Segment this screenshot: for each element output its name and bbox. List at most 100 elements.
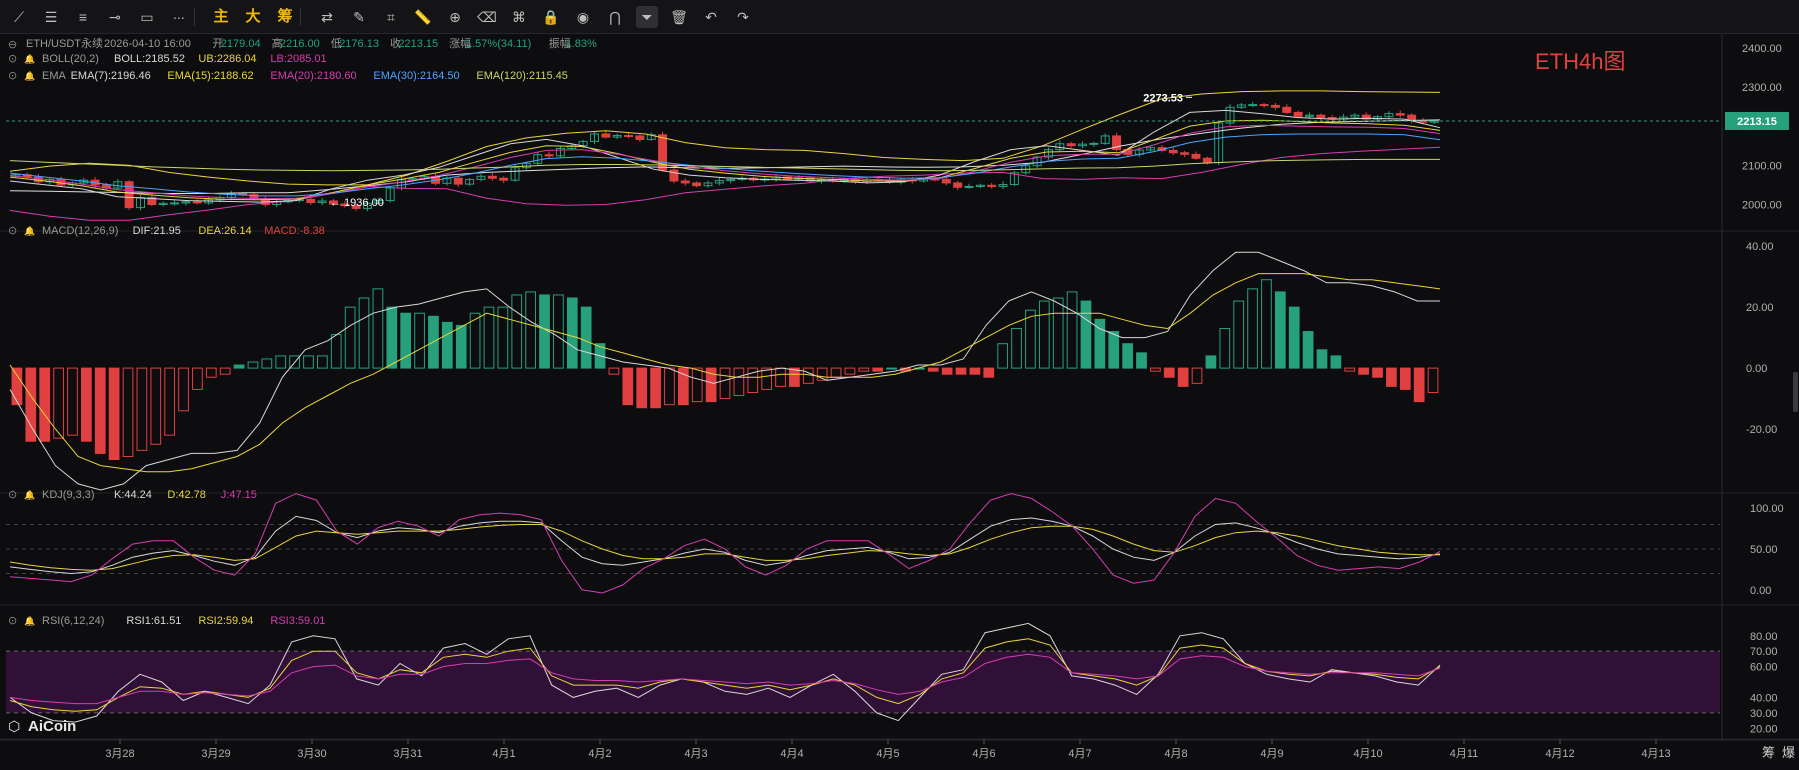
candle-body: [941, 178, 951, 184]
kdj-pane[interactable]: 0.00 50.00 100.00: [6, 493, 1784, 597]
macd-pane[interactable]: -20.00 0.00 20.00 40.00: [9, 241, 1777, 491]
indicator-settings-icon[interactable]: ⊙: [8, 615, 17, 627]
high-value: 2216.00: [280, 38, 320, 50]
candle-body: [1112, 135, 1122, 151]
ray-tool-icon[interactable]: ⊸: [109, 9, 121, 25]
undo-icon[interactable]: ↶: [705, 9, 717, 25]
kdj-label: KDJ(9,3,3): [42, 489, 95, 501]
candle-body: [521, 162, 531, 169]
side-scroll-handle[interactable]: [1793, 372, 1798, 412]
candle-body: [1168, 149, 1178, 154]
time-tick-label: 4月8: [1164, 748, 1187, 760]
footer-button-1[interactable]: 爆: [1782, 745, 1795, 760]
macd-histogram-bar: [483, 306, 495, 369]
macd-histogram-bar: [997, 343, 1009, 369]
candle-body: [1043, 149, 1053, 158]
rsi-pane[interactable]: 20.00 30.00 40.00 60.00 70.00 80.00: [6, 622, 1778, 735]
candlestick-pane[interactable]: 2000.002100.002200.002300.002400.002213.…: [6, 43, 1789, 221]
indicator-settings-icon[interactable]: ⊙: [8, 489, 17, 501]
toolbar-separator: [300, 8, 301, 26]
macd-histogram-bar: [747, 367, 759, 393]
macd-histogram-bar: [886, 367, 897, 370]
rsi-tick-label: 40.00: [1750, 692, 1778, 704]
candle-body: [1384, 113, 1394, 118]
candle-body: [510, 167, 520, 181]
filter-icon[interactable]: ⏷: [636, 6, 658, 28]
indicator-settings-icon[interactable]: ⊙: [8, 53, 17, 65]
alert-bell-icon[interactable]: 🔔: [24, 54, 35, 64]
candle-body: [624, 135, 634, 138]
footer-button-0[interactable]: 筹: [1762, 745, 1775, 760]
indicator-settings-icon[interactable]: ⊙: [8, 225, 17, 237]
ruler-icon[interactable]: 📏: [414, 9, 432, 25]
macd-histogram-bar: [1136, 352, 1147, 369]
macd-histogram-bar: [1261, 279, 1272, 369]
line-tool-icon[interactable]: ⟋: [14, 9, 24, 25]
macd-histogram-bar: [1288, 306, 1300, 369]
d-value: D:42.78: [167, 489, 206, 501]
macd-histogram-bar: [608, 367, 620, 375]
indicator-button-0[interactable]: 主: [213, 8, 229, 25]
redo-icon[interactable]: ↷: [737, 9, 749, 25]
eye-icon[interactable]: ◉: [576, 9, 590, 25]
open-value: 2179.04: [221, 38, 261, 50]
time-tick-label: 3月28: [105, 748, 134, 760]
horizontal-lines-icon[interactable]: ☰: [44, 9, 58, 25]
macd-histogram-bar: [1344, 367, 1356, 372]
macd-histogram-bar: [150, 367, 162, 445]
time-axis[interactable]: 3月28 3月29 3月30 3月31 4月1 4月2 4月3 4月4 4月5 4月6 4月7 4月8…: [0, 739, 1799, 760]
boll-lb-value: LB:2085.01: [270, 53, 326, 65]
indicator-button-2[interactable]: 筹: [277, 8, 293, 25]
macd-histogram-bar: [580, 306, 592, 369]
alert-bell-icon[interactable]: 🔔: [24, 71, 35, 81]
candle-body: [975, 184, 985, 187]
macd-histogram-bar: [761, 367, 773, 390]
macd-histogram-bar: [344, 306, 356, 369]
indicator-button-1[interactable]: 大: [245, 8, 261, 25]
macd-histogram-bar: [289, 355, 300, 369]
alert-bell-icon[interactable]: 🔔: [24, 616, 35, 626]
j-line: [9, 493, 1441, 594]
macd-histogram-bar: [261, 358, 273, 369]
rectangle-tool-icon[interactable]: ▭: [140, 9, 154, 25]
open-label: 开: [212, 38, 223, 50]
brush-icon[interactable]: ✎: [353, 9, 365, 25]
alert-bell-icon[interactable]: 🔔: [24, 226, 35, 236]
lock-icon[interactable]: 🔒: [542, 9, 560, 25]
collapse-icon[interactable]: ⊖: [8, 39, 17, 51]
time-tick-label: 4月6: [972, 748, 995, 760]
macd-histogram-bar: [122, 367, 134, 457]
candle-body: [726, 178, 736, 182]
eraser-icon[interactable]: ⌫: [477, 9, 497, 25]
macd-histogram-bar: [927, 367, 939, 372]
candle-body: [192, 201, 202, 204]
macd-histogram-bar: [497, 306, 509, 369]
pattern-icon[interactable]: ⌘: [512, 9, 526, 25]
toolbar-separator: [194, 8, 195, 26]
rsi1-line: [9, 622, 1441, 723]
magnet-icon[interactable]: ⋂: [609, 9, 621, 25]
macd-histogram-bar: [1191, 367, 1203, 384]
indicator-legend: ⊙ 🔔 RSI(6,12,24) RSI1:61.51 RSI2:59.94 RSI3:5…: [8, 615, 325, 627]
time-tick-label: 4月11: [1450, 748, 1479, 760]
candle-body: [1305, 114, 1314, 117]
parallel-channel-icon[interactable]: ≡: [78, 9, 88, 25]
candle-body: [612, 135, 622, 138]
alert-bell-icon[interactable]: 🔔: [24, 490, 35, 500]
indicator-legend: ⊙ 🔔 EMA EMA(7):2196.46 EMA(15):2188.62 EMA(20…: [8, 70, 568, 82]
dots-tool-icon[interactable]: ∙∙∙: [173, 9, 185, 25]
candle-body: [964, 185, 974, 188]
indicator-settings-icon[interactable]: ⊙: [8, 70, 17, 82]
swap-icon[interactable]: ⇄: [321, 9, 333, 25]
macd-histogram-bar: [1274, 291, 1286, 369]
zoom-icon[interactable]: ⊕: [449, 9, 461, 25]
trash-icon[interactable]: 🗑: [670, 9, 688, 25]
series-lb-line: [9, 146, 1441, 221]
macd-histogram-bar: [1038, 300, 1050, 369]
crop-icon[interactable]: ⌗: [387, 9, 395, 25]
price-tick-label: 2000.00: [1742, 199, 1782, 211]
chart-area[interactable]: 2000.002100.002200.002300.002400.002213.…: [0, 34, 1799, 770]
macd-histogram-bar: [677, 367, 689, 406]
macd-histogram-bar: [1399, 367, 1411, 390]
candle-body: [1259, 104, 1269, 107]
